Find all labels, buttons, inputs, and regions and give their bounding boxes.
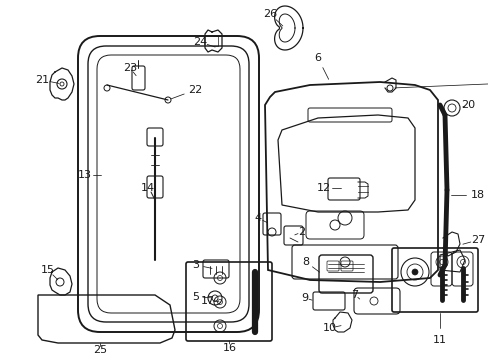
Text: 8: 8 xyxy=(302,257,309,267)
Text: 25: 25 xyxy=(93,345,107,355)
Text: 23: 23 xyxy=(122,63,137,73)
Text: 17: 17 xyxy=(201,296,215,306)
Text: 27: 27 xyxy=(470,235,484,245)
Text: 2: 2 xyxy=(298,227,305,237)
Text: 13: 13 xyxy=(78,170,92,180)
Text: 16: 16 xyxy=(223,343,237,353)
Text: 15: 15 xyxy=(41,265,55,275)
Text: 3: 3 xyxy=(192,260,199,270)
Text: 26: 26 xyxy=(263,9,277,19)
Text: 4: 4 xyxy=(254,213,261,223)
Circle shape xyxy=(411,269,417,275)
Text: 24: 24 xyxy=(192,37,207,47)
Text: 7: 7 xyxy=(351,290,358,300)
Text: 9: 9 xyxy=(301,293,308,303)
Text: 12: 12 xyxy=(316,183,330,193)
Text: 6: 6 xyxy=(314,53,321,63)
Text: 21: 21 xyxy=(35,75,49,85)
Text: 20: 20 xyxy=(460,100,474,110)
Text: 10: 10 xyxy=(323,323,336,333)
Text: 22: 22 xyxy=(187,85,202,95)
Text: 5: 5 xyxy=(192,292,199,302)
Text: 11: 11 xyxy=(432,335,446,345)
Text: 14: 14 xyxy=(141,183,155,193)
Text: 18: 18 xyxy=(470,190,484,200)
